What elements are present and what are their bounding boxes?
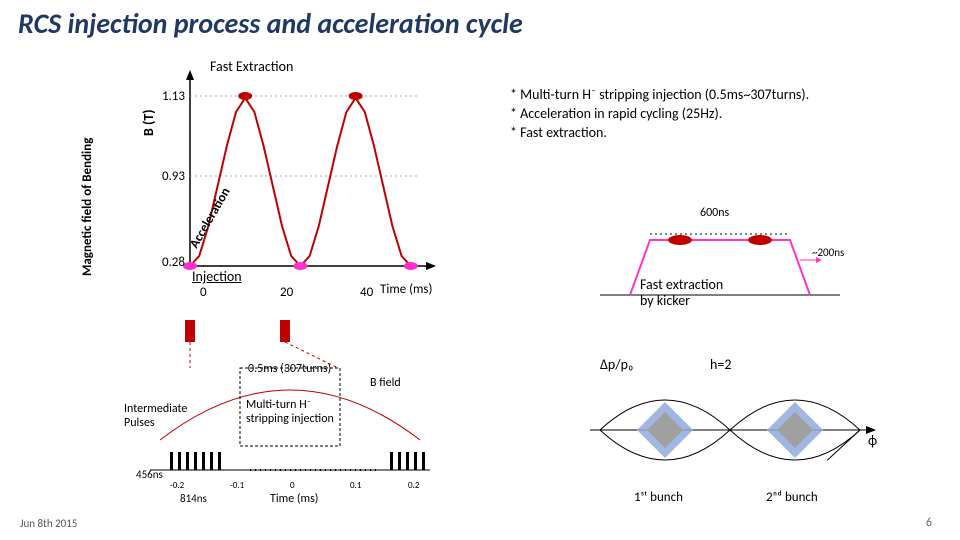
xtick-20: 20 bbox=[280, 285, 294, 300]
bunch-b1: 1ˢᵗ bunch bbox=[634, 490, 683, 505]
time-ms-label: Time (ms) bbox=[380, 282, 432, 297]
inj-456: 456ns bbox=[136, 468, 163, 481]
bunch-svg bbox=[580, 360, 880, 510]
inj-xt0: -0.2 bbox=[170, 480, 185, 491]
ytick-093: 0.93 bbox=[162, 169, 185, 184]
bunch-phi: ϕ bbox=[868, 432, 877, 449]
injection-label: Injection bbox=[192, 268, 242, 285]
inj-xlabel: Time (ms) bbox=[270, 492, 318, 506]
bunch-dpp: Δp/p₀ bbox=[600, 356, 634, 373]
inj-mid2: stripping injection bbox=[246, 412, 334, 426]
ylabel-inner: B (T) bbox=[140, 76, 157, 136]
injection-plot: -0.2 -0.1 0 0.1 0.2 0.5ms (307turns) B f… bbox=[130, 320, 450, 505]
bullet-list: * Multi-turn H⁻ stripping injection (0.5… bbox=[510, 86, 809, 143]
bunch-h2: h=2 bbox=[710, 356, 731, 373]
bullet-2: * Acceleration in rapid cycling (25Hz). bbox=[510, 105, 809, 124]
inj-xt3: 0.1 bbox=[350, 480, 362, 491]
inj-05ms: 0.5ms (307turns) bbox=[248, 362, 331, 376]
inj-xt4: 0.2 bbox=[408, 480, 420, 491]
bunch-b2: 2ⁿᵈ bunch bbox=[766, 490, 818, 505]
kicker-diagram: 600ns ~200ns Fast extraction by kicker bbox=[590, 200, 850, 325]
bullet-3: * Fast extraction. bbox=[510, 124, 809, 143]
inj-xt2: 0 bbox=[290, 480, 295, 491]
xtick-40: 40 bbox=[360, 285, 374, 300]
page-title: RCS injection process and acceleration c… bbox=[18, 6, 523, 41]
ytick-028: 0.28 bbox=[162, 255, 185, 270]
kicker-caption1: Fast extraction bbox=[640, 276, 723, 293]
ytick-113: 1.13 bbox=[162, 89, 185, 104]
xtick-0: 0 bbox=[200, 285, 207, 300]
inj-left1: Intermediate bbox=[124, 402, 187, 416]
ylabel-outer: Magnetic field of Bending bbox=[80, 86, 95, 276]
footer-page: 6 bbox=[926, 516, 932, 530]
bullet-1: * Multi-turn H⁻ stripping injection (0.5… bbox=[510, 86, 809, 105]
sine-plot: 1.13 0.93 0.28 0 20 40 Magnetic field of… bbox=[100, 56, 440, 311]
bunch-diagram: Δp/p₀ h=2 ϕ 1ˢᵗ bunch 2ⁿᵈ bunch bbox=[580, 360, 880, 515]
inj-bfield: B field bbox=[370, 376, 401, 390]
kicker-200ns: ~200ns bbox=[812, 246, 844, 259]
kicker-caption2: by kicker bbox=[640, 292, 690, 309]
fast-extraction-label: Fast Extraction bbox=[210, 58, 293, 75]
inj-814: 814ns bbox=[180, 492, 207, 505]
inj-mid1: Multi-turn H⁻ bbox=[246, 398, 311, 412]
kicker-600ns: 600ns bbox=[700, 206, 729, 220]
inj-left2: Pulses bbox=[124, 416, 155, 430]
footer-date: Jun 8th 2015 bbox=[20, 517, 77, 530]
inj-xt1: -0.1 bbox=[230, 480, 245, 491]
